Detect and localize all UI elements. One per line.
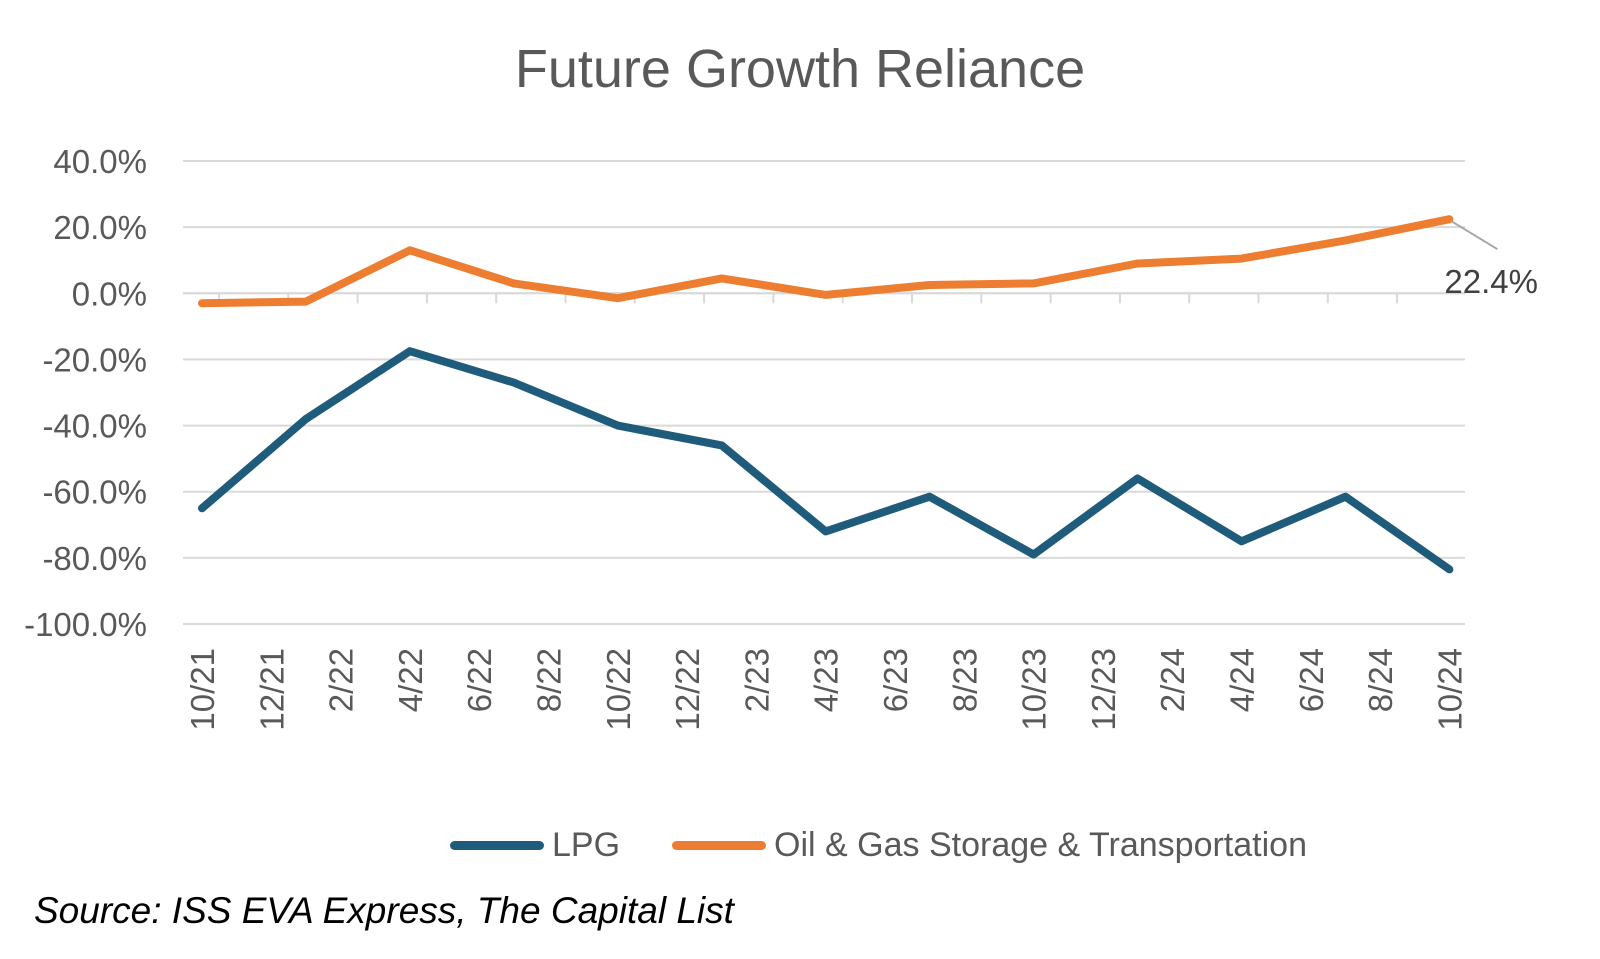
gridlines bbox=[183, 160, 1465, 625]
x-tick-label: 2/23 bbox=[738, 648, 775, 712]
x-tick-label: 10/21 bbox=[184, 648, 221, 731]
x-tick-label: 2/24 bbox=[1154, 648, 1191, 712]
x-tick-label: 6/22 bbox=[461, 648, 498, 712]
data-point bbox=[1032, 553, 1035, 556]
data-point bbox=[408, 350, 411, 353]
data-point bbox=[1032, 282, 1035, 285]
y-tick-label: -60.0% bbox=[42, 474, 147, 511]
x-tick-label: 4/24 bbox=[1224, 648, 1261, 712]
data-point bbox=[928, 495, 931, 498]
series-lines bbox=[198, 215, 1454, 574]
x-tick-label: 10/22 bbox=[600, 648, 637, 731]
data-point bbox=[720, 277, 723, 280]
data-point bbox=[928, 284, 931, 287]
legend-item-oil-gas: Oil & Gas Storage & Transportation bbox=[672, 826, 1307, 865]
data-point bbox=[304, 417, 307, 420]
data-point bbox=[201, 302, 203, 305]
x-tick-label: 6/23 bbox=[877, 648, 914, 712]
data-point bbox=[201, 507, 203, 510]
data-point bbox=[1240, 257, 1243, 260]
data-point bbox=[616, 424, 619, 427]
legend-item-lpg: LPG bbox=[450, 826, 620, 865]
data-point bbox=[408, 249, 411, 252]
x-tick-label: 4/22 bbox=[392, 648, 429, 712]
legend-swatch-lpg bbox=[450, 841, 544, 850]
data-point bbox=[720, 444, 723, 447]
data-point bbox=[1240, 540, 1243, 543]
chart-title: Future Growth Reliance bbox=[514, 39, 1086, 99]
x-axis-labels: 10/21 12/21 2/22 4/22 6/22 8/22 10/22 12/22 2/23… bbox=[184, 648, 1468, 731]
y-tick-label: -80.0% bbox=[42, 540, 147, 577]
data-point bbox=[1448, 568, 1451, 571]
legend: LPG Oil & Gas Storage & Transportation bbox=[450, 826, 1359, 865]
y-axis-labels: 40.0% 20.0% 0.0% -20.0% -40.0% -60.0% -80.0% -1… bbox=[24, 143, 147, 643]
series-line-lpg bbox=[198, 347, 1454, 574]
x-tick-label: 12/23 bbox=[1085, 648, 1122, 731]
x-tick-label: 8/22 bbox=[531, 648, 568, 712]
data-point bbox=[512, 381, 515, 384]
data-point bbox=[1344, 495, 1347, 498]
legend-label-oil-gas: Oil & Gas Storage & Transportation bbox=[774, 826, 1307, 864]
x-tick-label: 8/23 bbox=[946, 648, 983, 712]
data-point bbox=[1344, 239, 1347, 242]
y-tick-label: -20.0% bbox=[42, 341, 147, 378]
x-tick-label: 10/24 bbox=[1431, 648, 1468, 731]
x-tick-label: 10/23 bbox=[1016, 648, 1053, 731]
data-point bbox=[1448, 218, 1451, 221]
data-point bbox=[304, 300, 307, 303]
x-tick-label: 2/22 bbox=[323, 648, 360, 712]
legend-swatch-oil-gas bbox=[672, 841, 767, 850]
data-point bbox=[616, 297, 619, 300]
data-point bbox=[1136, 262, 1139, 265]
x-tick-label: 12/22 bbox=[669, 648, 706, 731]
source-note: Source: ISS EVA Express, The Capital Lis… bbox=[34, 890, 734, 931]
x-tick-label: 12/21 bbox=[253, 648, 290, 731]
data-point bbox=[1136, 477, 1139, 480]
y-tick-label: 0.0% bbox=[72, 275, 147, 312]
y-tick-label: 40.0% bbox=[53, 143, 147, 180]
legend-label-lpg: LPG bbox=[552, 826, 621, 864]
y-tick-label: -100.0% bbox=[24, 606, 147, 643]
annotation-leader-line bbox=[1450, 220, 1498, 251]
x-tick-label: 8/24 bbox=[1362, 648, 1399, 712]
data-point bbox=[824, 530, 827, 533]
x-tick-label: 4/23 bbox=[808, 648, 845, 712]
data-point bbox=[512, 282, 515, 285]
x-tick-label: 6/24 bbox=[1293, 648, 1330, 712]
data-annotation: 22.4% bbox=[1444, 220, 1538, 300]
annotation-label: 22.4% bbox=[1444, 263, 1538, 300]
y-tick-label: 20.0% bbox=[53, 209, 147, 246]
y-tick-label: -40.0% bbox=[42, 408, 147, 445]
data-point bbox=[824, 293, 827, 296]
series-line-oil-gas bbox=[198, 215, 1454, 308]
